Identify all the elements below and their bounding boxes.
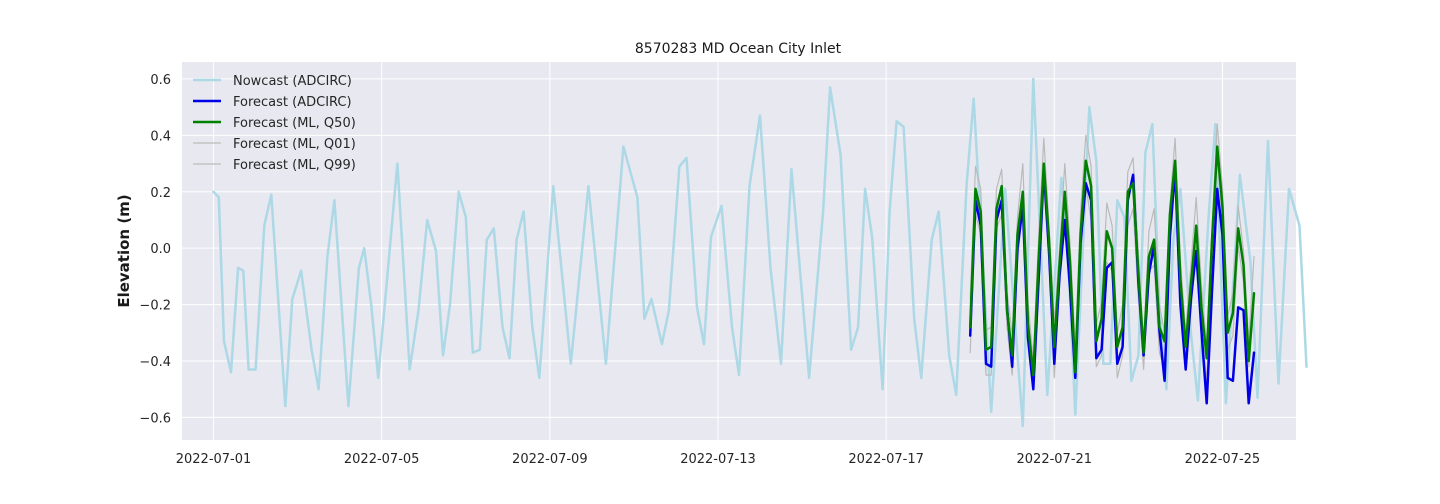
legend-label: Nowcast (ADCIRC) <box>233 74 352 89</box>
y-tick-label: −0.4 <box>139 355 171 370</box>
y-tick-label: 0.2 <box>150 186 171 201</box>
x-tick-label: 2022-07-01 <box>176 452 252 467</box>
y-tick-label: −0.6 <box>139 411 171 426</box>
x-tick-label: 2022-07-17 <box>848 452 924 467</box>
y-tick-label: −0.2 <box>139 299 171 314</box>
series-line-forecast-ml-q50 <box>968 145 1256 377</box>
series-layer <box>212 77 1308 428</box>
x-tick-label: 2022-07-09 <box>512 452 588 467</box>
legend-label: Forecast (ADCIRC) <box>233 95 352 110</box>
axes: 2022-07-01 2022-07-05 2022-07-09 2022-07-13… <box>139 73 1260 467</box>
legend: Nowcast (ADCIRC) Forecast (ADCIRC) Forecas… <box>193 74 356 173</box>
series-line-nowcast-adcirc <box>212 77 1308 428</box>
chart-title: 8570283 MD Ocean City Inlet <box>635 41 842 57</box>
x-tick-label: 2022-07-21 <box>1017 452 1093 467</box>
x-tick-label: 2022-07-13 <box>680 452 756 467</box>
x-tick-label: 2022-07-05 <box>344 452 420 467</box>
y-tick-label: 0.0 <box>150 242 171 257</box>
y-axis-label: Elevation (m) <box>115 194 133 307</box>
grid-lines <box>182 62 1296 440</box>
x-tick-label: 2022-07-25 <box>1185 452 1261 467</box>
y-tick-label: 0.6 <box>150 73 171 88</box>
legend-label: Forecast (ML, Q99) <box>233 158 356 173</box>
legend-label: Forecast (ML, Q50) <box>233 116 356 131</box>
y-tick-label: 0.4 <box>150 129 171 144</box>
legend-label: Forecast (ML, Q01) <box>233 137 356 152</box>
plot-area <box>182 62 1296 440</box>
